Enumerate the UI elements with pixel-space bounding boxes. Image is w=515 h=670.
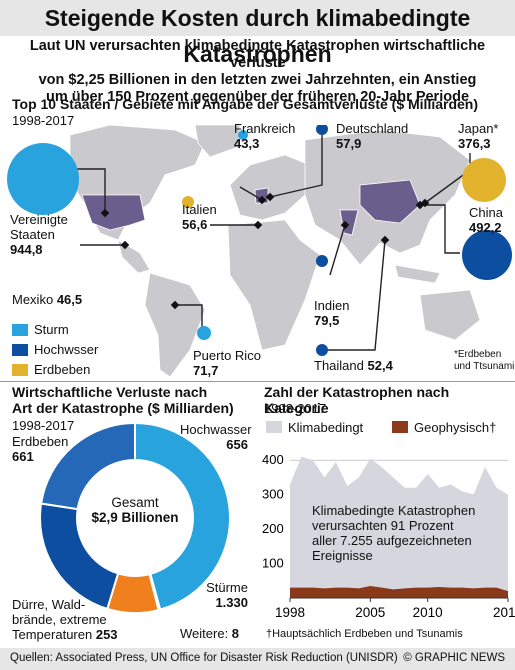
- footer-brand: © GRAPHIC NEWS: [403, 652, 505, 664]
- legend-label-sturm: Sturm: [34, 322, 69, 337]
- donut-center-value: $2,9 Billionen: [91, 510, 179, 525]
- bubble-germany: [316, 125, 328, 135]
- legend-label-hochwasser: Hochwsser: [34, 342, 99, 357]
- marker-india: [340, 220, 350, 230]
- continent-south-america: [144, 272, 206, 378]
- donut-chart: [39, 421, 231, 614]
- map-section-title: Top 10 Staaten / Gebiete mit Angabe der …: [12, 96, 479, 112]
- label-japan: Japan* 376,3: [458, 121, 499, 151]
- line-footnote: †Hauptsächlich Erdbeben und Tsunamis: [266, 628, 463, 640]
- marker-china: [415, 200, 425, 210]
- bubble-india: [316, 255, 328, 267]
- continent-central-america: [117, 239, 151, 274]
- marker-mexico: [120, 240, 130, 250]
- legend-swatch-erdbeben: [12, 364, 28, 376]
- highlight-china: [359, 179, 421, 224]
- label-usa: Vereinigte Staaten 944,8: [10, 212, 68, 257]
- footer: Quellen: Associated Press, UN Office for…: [0, 648, 515, 670]
- donut-period: 1998-2017: [12, 418, 75, 433]
- line-section-title: Zahl der Katastrophen nach Kategorie: [264, 384, 450, 416]
- marker-italy: [253, 220, 263, 230]
- line-legend-label-klima: Klimabedingt: [288, 420, 364, 435]
- donut-slice-4: [39, 421, 136, 511]
- footer-sources: Quellen: Associated Press, UN Office for…: [10, 652, 398, 664]
- donut-label-erdbeben: Erdbeben 661: [12, 434, 69, 464]
- bubble-puertorico: [197, 326, 211, 340]
- bubble-usa: [7, 143, 79, 215]
- label-china: China 492,2: [469, 205, 503, 235]
- donut-section-title: Wirtschaftliche Verluste nach Art der Ka…: [12, 384, 234, 416]
- line-legend-swatch-klima: [266, 421, 282, 433]
- line-period: 1998-2017: [264, 401, 327, 416]
- x-tick-label-2: 2010: [413, 605, 443, 620]
- label-thailand: Thailand 52,4: [314, 358, 393, 373]
- label-germany: Deutschland 57,9: [336, 121, 409, 151]
- highlight-usa: [81, 194, 146, 231]
- marker-usa: [100, 208, 110, 218]
- continent-greenland: [194, 125, 241, 158]
- connector-puertorico: [175, 304, 203, 330]
- y-tick-label-2: 300: [262, 487, 284, 502]
- donut-label-stuerme: Stürme 1.330: [206, 580, 248, 610]
- world-map: [7, 125, 512, 378]
- y-tick-label-3: 400: [262, 452, 284, 467]
- page-subtitle: Laut UN verursachten klimabedingte Katas…: [29, 38, 486, 105]
- legend-swatch-sturm: [12, 324, 28, 336]
- legend-label-erdbeben: Erdbeben: [34, 362, 91, 377]
- area-chart: 100 200 300 400 1998 2005 2010 2017: [262, 452, 515, 620]
- line-legend-swatch-geo: [392, 421, 408, 433]
- donut-label-hochwasser: Hochwasser 656: [180, 422, 252, 452]
- map-legend: Sturm Hochwsser Erdbeben: [12, 322, 162, 378]
- connector-usa: [75, 168, 106, 213]
- area-series-0: [290, 456, 508, 598]
- donut-label-weitere: Weitere: 8: [180, 626, 240, 641]
- y-tick-label-1: 200: [262, 521, 284, 536]
- connector-india: [329, 224, 346, 276]
- continent-africa: [227, 219, 321, 351]
- donut-center: Gesamt $2,9 Billionen: [75, 495, 195, 525]
- label-puertorico: Puerto Rico 71,7: [193, 348, 261, 378]
- legend-swatch-hochwasser: [12, 344, 28, 356]
- marker-puertorico: [170, 300, 180, 310]
- map-period: 1998-2017: [12, 113, 75, 128]
- bubble-france: [238, 130, 248, 140]
- label-india: Indien 79,5: [314, 298, 350, 328]
- connector-germany: [269, 135, 323, 198]
- label-italy: Italien 56,6: [182, 202, 217, 232]
- bubble-japan: [462, 158, 506, 202]
- x-tick-label-3: 2017: [493, 605, 515, 620]
- continent-indonesia: [394, 264, 441, 284]
- x-tick-label-1: 2005: [355, 605, 385, 620]
- label-france: Frankreich 43,3: [234, 121, 296, 151]
- marker-france: [257, 195, 267, 205]
- donut-slice-0: [134, 421, 231, 611]
- label-mexico: Mexiko 46,5: [12, 292, 83, 307]
- page-title: Steigende Kosten durch klimabedingte Kat…: [0, 0, 515, 67]
- connector-china: [420, 204, 460, 254]
- map-footnote: *Erdbeben und Ttsunami: [454, 349, 515, 372]
- marker-germany: [265, 192, 275, 202]
- marker-thailand: [380, 235, 390, 245]
- bubble-china: [462, 230, 512, 280]
- line-legend-label-geo: Geophysisch†: [414, 420, 497, 435]
- line-annotation: Klimabedingte Katastrophen verursachten …: [312, 503, 476, 563]
- y-tick-label-0: 100: [262, 556, 284, 571]
- continent-australia: [419, 289, 481, 341]
- bubble-thailand: [316, 344, 328, 356]
- connector-france: [239, 186, 263, 201]
- area-series-1: [290, 585, 508, 598]
- donut-center-label: Gesamt: [111, 495, 159, 510]
- divider: [0, 381, 515, 382]
- connector-thailand: [322, 239, 386, 351]
- x-tick-label-0: 1998: [275, 605, 305, 620]
- donut-label-duerre: Dürre, Wald- brände, extreme Temperature…: [12, 597, 118, 642]
- bubble-italy: [182, 196, 194, 208]
